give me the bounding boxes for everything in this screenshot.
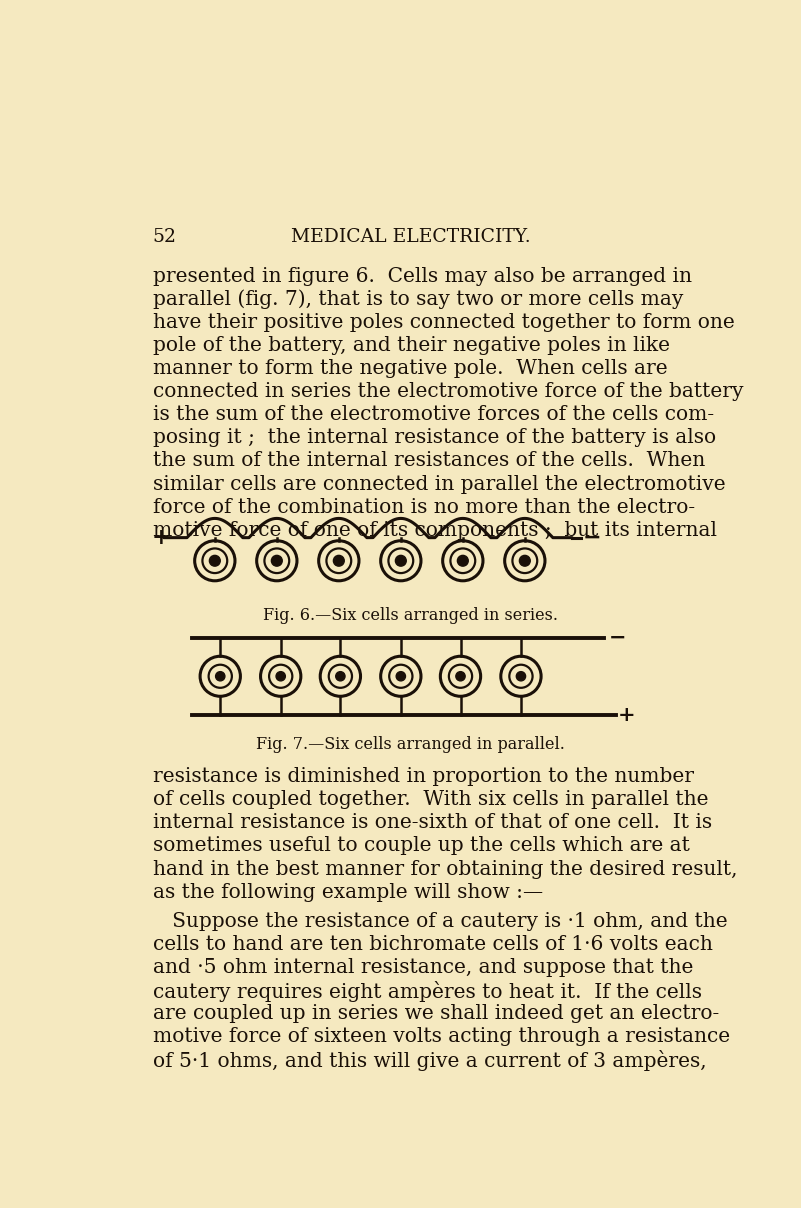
- Text: connected in series the electromotive force of the battery: connected in series the electromotive fo…: [153, 382, 743, 401]
- Text: pole of the battery, and their negative poles in like: pole of the battery, and their negative …: [153, 336, 670, 355]
- Circle shape: [333, 556, 344, 567]
- Text: of cells coupled together.  With six cells in parallel the: of cells coupled together. With six cell…: [153, 790, 708, 809]
- Text: parallel (fig. 7), that is to say two or more cells may: parallel (fig. 7), that is to say two or…: [153, 290, 683, 309]
- Text: +: +: [618, 704, 635, 725]
- Circle shape: [336, 672, 345, 681]
- Circle shape: [457, 556, 469, 567]
- Text: motive force of one of its components ;  but its internal: motive force of one of its components ; …: [153, 521, 717, 540]
- Text: hand in the best manner for obtaining the desired result,: hand in the best manner for obtaining th…: [153, 860, 738, 878]
- Circle shape: [396, 672, 405, 681]
- Circle shape: [517, 672, 525, 681]
- Circle shape: [519, 556, 530, 567]
- Text: presented in figure 6.  Cells may also be arranged in: presented in figure 6. Cells may also be…: [153, 267, 692, 285]
- Circle shape: [215, 672, 225, 681]
- Text: is the sum of the electromotive forces of the cells com-: is the sum of the electromotive forces o…: [153, 405, 714, 424]
- Text: posing it ;  the internal resistance of the battery is also: posing it ; the internal resistance of t…: [153, 429, 716, 447]
- Circle shape: [272, 556, 282, 567]
- Circle shape: [276, 672, 285, 681]
- Text: similar cells are connected in parallel the electromotive: similar cells are connected in parallel …: [153, 475, 726, 494]
- Text: manner to form the negative pole.  When cells are: manner to form the negative pole. When c…: [153, 359, 667, 378]
- Text: and ·5 ohm internal resistance, and suppose that the: and ·5 ohm internal resistance, and supp…: [153, 958, 693, 977]
- Circle shape: [209, 556, 220, 567]
- Text: 52: 52: [153, 228, 177, 246]
- Text: have their positive poles connected together to form one: have their positive poles connected toge…: [153, 313, 735, 332]
- Text: MEDICAL ELECTRICITY.: MEDICAL ELECTRICITY.: [291, 228, 531, 246]
- Text: force of the combination is no more than the electro-: force of the combination is no more than…: [153, 498, 695, 517]
- Text: sometimes useful to couple up the cells which are at: sometimes useful to couple up the cells …: [153, 836, 690, 855]
- Text: Suppose the resistance of a cautery is ·1 ohm, and the: Suppose the resistance of a cautery is ·…: [153, 912, 727, 931]
- Circle shape: [396, 556, 406, 567]
- Text: the sum of the internal resistances of the cells.  When: the sum of the internal resistances of t…: [153, 452, 705, 470]
- Text: cautery requires eight ampères to heat it.  If the cells: cautery requires eight ampères to heat i…: [153, 981, 702, 1003]
- Text: motive force of sixteen volts acting through a resistance: motive force of sixteen volts acting thr…: [153, 1027, 730, 1046]
- Circle shape: [456, 672, 465, 681]
- Text: Fig. 7.—Six cells arranged in parallel.: Fig. 7.—Six cells arranged in parallel.: [256, 737, 566, 754]
- Text: resistance is diminished in proportion to the number: resistance is diminished in proportion t…: [153, 767, 694, 786]
- Text: are coupled up in series we shall indeed get an electro-: are coupled up in series we shall indeed…: [153, 1004, 719, 1023]
- Text: cells to hand are ten bichromate cells of 1·6 volts each: cells to hand are ten bichromate cells o…: [153, 935, 713, 954]
- Text: as the following example will show :—: as the following example will show :—: [153, 883, 543, 901]
- Text: −: −: [583, 527, 602, 548]
- Text: Fig. 6.—Six cells arranged in series.: Fig. 6.—Six cells arranged in series.: [264, 606, 558, 625]
- Text: +: +: [151, 527, 170, 548]
- Text: of 5·1 ohms, and this will give a current of 3 ampères,: of 5·1 ohms, and this will give a curren…: [153, 1051, 706, 1071]
- Text: −: −: [609, 628, 626, 647]
- Text: internal resistance is one-sixth of that of one cell.  It is: internal resistance is one-sixth of that…: [153, 813, 712, 832]
